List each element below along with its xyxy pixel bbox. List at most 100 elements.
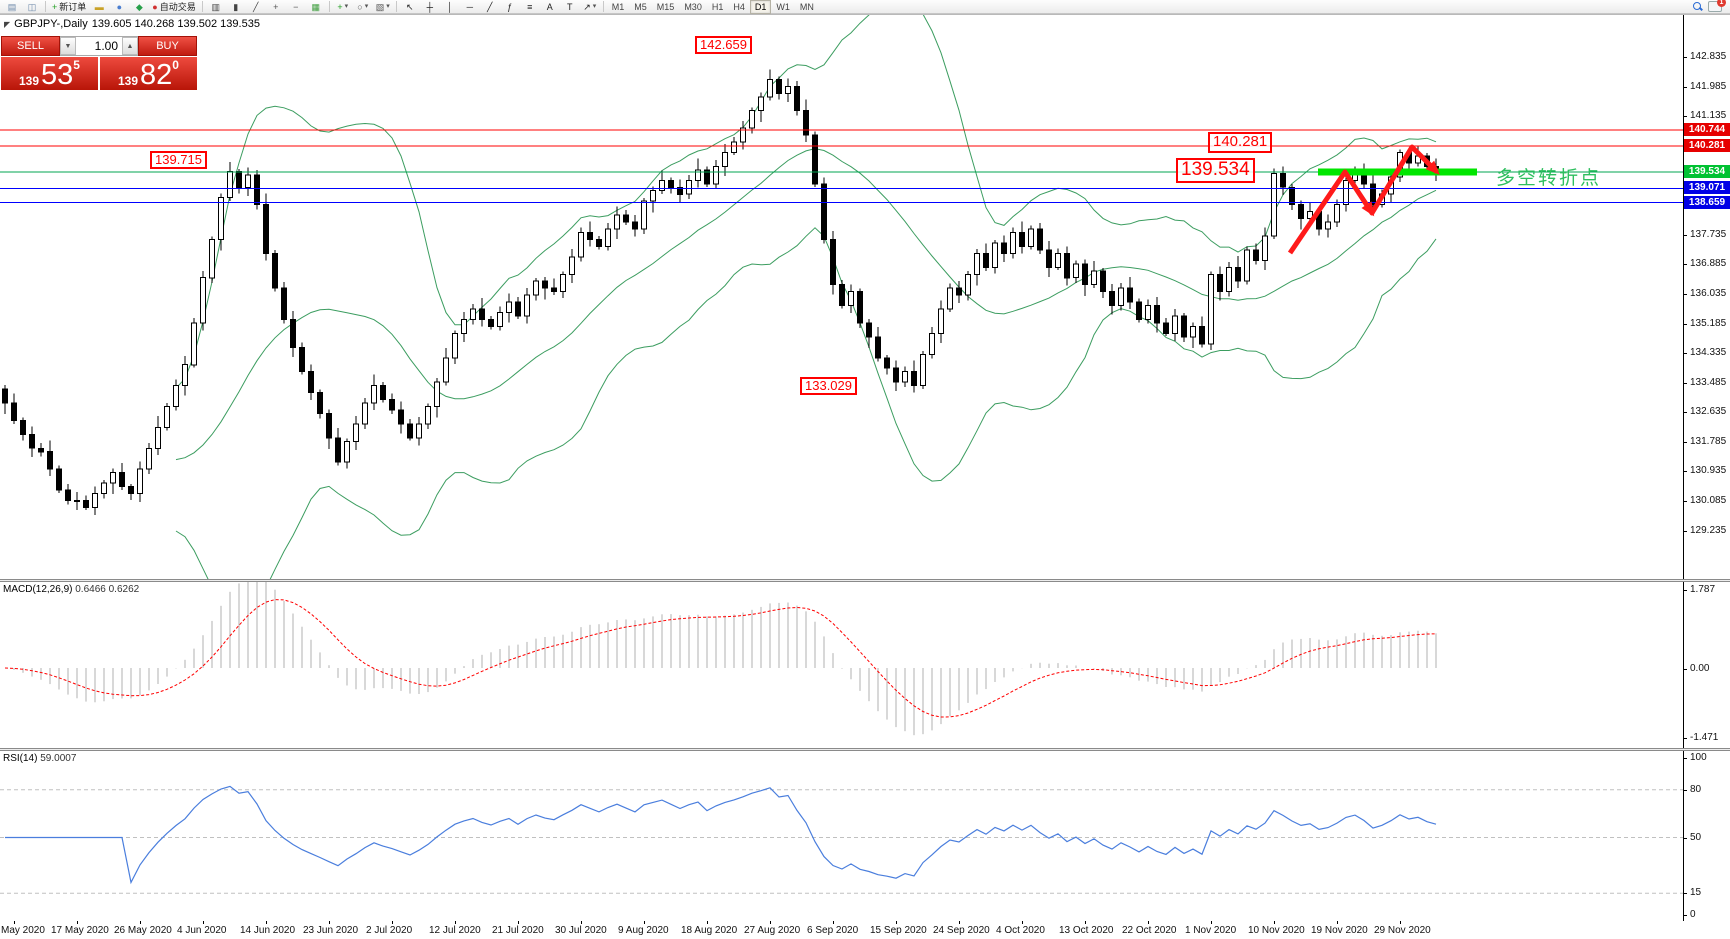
new-order-button[interactable]: + 新订单 (52, 1, 87, 12)
buy-price-prefix: 139 (118, 74, 139, 88)
date-label: 10 Nov 2020 (1248, 925, 1305, 936)
notifications-icon[interactable]: 1 (1708, 0, 1726, 12)
label-button[interactable]: T (560, 0, 580, 14)
indicators-button[interactable]: + (333, 0, 353, 14)
macd-chart[interactable] (0, 582, 1683, 748)
date-axis[interactable]: May 2020 17 May 2020 26 May 2020 4 Jun 2020… (0, 921, 1730, 939)
gold-button[interactable]: ▬ (89, 0, 109, 14)
trendline-icon: ╱ (487, 1, 493, 12)
date-tick (1022, 921, 1023, 924)
autotrading-button[interactable]: ● 自动交易 (152, 1, 196, 12)
date-label: 13 Oct 2020 (1059, 925, 1114, 936)
zoom-out-icon: − (293, 1, 299, 12)
volume-decrease-button[interactable]: ▼ (60, 37, 76, 55)
rsi-tick: 15 (1682, 887, 1702, 898)
profiles-button[interactable]: ◫ (22, 0, 42, 14)
vertical-line-button[interactable]: │ (440, 0, 460, 14)
timeframe-button-W1[interactable]: W1 (776, 1, 790, 12)
buy-quote-button[interactable]: 139 82 0 (100, 57, 197, 90)
date-label: 12 Jul 2020 (429, 925, 481, 936)
autotrading-icon: ● (152, 1, 158, 12)
toolbar-separator (328, 1, 330, 12)
arrows-button[interactable]: ↗ (580, 0, 600, 14)
macd-tick: 1.787 (1682, 584, 1716, 595)
signals-button[interactable]: ◆ (129, 0, 149, 14)
date-label: 9 Aug 2020 (618, 925, 669, 936)
macd-label: MACD(12,26,9) 0.6466 0.6262 (3, 584, 140, 595)
community-button[interactable]: ● (109, 0, 129, 14)
timeframe-button-M30[interactable]: M30 (684, 1, 702, 12)
timeframe-button-D1[interactable]: D1 (749, 0, 772, 14)
vertical-line-icon: │ (446, 1, 453, 12)
sell-button[interactable]: SELL (1, 36, 60, 56)
trendline-button[interactable]: ╱ (480, 0, 500, 14)
price-tag: 140.744 (1684, 123, 1730, 136)
candlestick-chart[interactable] (0, 15, 1683, 579)
timeframe-button-H4[interactable]: H4 (733, 1, 745, 12)
price-chart-pane[interactable]: 142.835141.985141.135140.285139.435138.5… (0, 14, 1730, 579)
price-annotation-label: 139.534 (1176, 158, 1255, 183)
date-tick (77, 921, 78, 924)
crosshair-button[interactable]: ┼ (420, 0, 440, 14)
line-chart-icon: ╱ (253, 1, 259, 12)
rsi-tick: 50 (1682, 832, 1702, 843)
candlestick-icon: ▮ (233, 1, 239, 12)
tile-windows-icon: ▦ (311, 1, 320, 12)
rsi-chart[interactable] (0, 751, 1683, 921)
date-tick (959, 921, 960, 924)
price-annotation-label: 133.029 (800, 377, 857, 396)
date-label: 4 Oct 2020 (996, 925, 1045, 936)
pane-separator[interactable] (0, 748, 1730, 751)
zoom-out-button[interactable]: − (286, 0, 306, 14)
periods-button[interactable]: ○ (353, 0, 373, 14)
price-tick: 137.735 (1682, 229, 1727, 240)
date-label: 1 Nov 2020 (1185, 925, 1237, 936)
volume-increase-button[interactable]: ▲ (122, 37, 138, 55)
zoom-in-button[interactable]: + (266, 0, 286, 14)
tile-windows-button[interactable]: ▦ (306, 0, 326, 14)
fibonacci-button[interactable]: ƒ (500, 0, 520, 14)
timeframe-button-MN[interactable]: MN (799, 1, 814, 12)
price-tick: 133.485 (1682, 377, 1727, 388)
channel-button[interactable]: ≡ (520, 0, 540, 14)
date-tick (455, 921, 456, 924)
timeframe-button-M1[interactable]: M1 (611, 1, 625, 12)
one-click-trading-panel: SELL ▼ ▲ BUY 139 53 5 139 82 0 (1, 36, 197, 90)
timeframe-button-H1[interactable]: H1 (711, 1, 724, 12)
search-icon[interactable] (1693, 2, 1702, 11)
line-chart-button[interactable]: ╱ (246, 0, 266, 14)
notification-badge: 1 (1717, 0, 1726, 7)
text-button[interactable]: A (540, 0, 560, 14)
pane-separator[interactable] (0, 579, 1730, 582)
horizontal-line-button[interactable]: ─ (460, 0, 480, 14)
candlestick-button[interactable]: ▮ (226, 0, 246, 14)
sell-price-sup: 5 (73, 58, 80, 72)
date-tick (140, 921, 141, 924)
new-chart-button[interactable]: ▤ (2, 0, 22, 14)
main-toolbar: ▤ ◫ + 新订单 ▬ ● ◆ ● 自动交易 ▥ ▮ ╱ + − ▦ + ○ ▧ ↖ ┼ │ ─ ╱ ƒ ≡ A T… (0, 0, 1730, 14)
date-tick (266, 921, 267, 924)
date-tick (14, 921, 15, 924)
rsi-indicator-pane[interactable]: RSI(14) 59.0007 100 80 50 15 0 (0, 751, 1730, 921)
timeframe-group: M1 M5 M15 M30 H1 H4 D1 W1 MN (607, 0, 819, 14)
date-label: 26 May 2020 (114, 925, 172, 936)
templates-button[interactable]: ▧ (373, 0, 393, 14)
price-tick: 134.335 (1682, 347, 1727, 358)
price-tag: 139.071 (1684, 181, 1730, 194)
sell-quote-button[interactable]: 139 53 5 (1, 57, 98, 90)
price-tick: 136.035 (1682, 288, 1727, 299)
bar-chart-icon: ▥ (211, 1, 220, 12)
timeframe-button-M15[interactable]: M15 (656, 1, 675, 12)
buy-button[interactable]: BUY (138, 36, 197, 56)
price-tick: 141.135 (1682, 110, 1727, 121)
fibonacci-icon: ƒ (507, 1, 513, 12)
macd-indicator-pane[interactable]: MACD(12,26,9) 0.6466 0.6262 1.787 0.00 -1.… (0, 582, 1730, 748)
price-tag: 138.659 (1684, 196, 1730, 209)
horizontal-line-icon: ─ (466, 1, 473, 12)
arrows-icon: ↗ (583, 1, 591, 12)
chart-icon: ◤ (4, 19, 11, 29)
volume-input[interactable] (76, 37, 122, 55)
cursor-button[interactable]: ↖ (400, 0, 420, 14)
timeframe-button-M5[interactable]: M5 (634, 1, 647, 12)
bar-chart-button[interactable]: ▥ (206, 0, 226, 14)
